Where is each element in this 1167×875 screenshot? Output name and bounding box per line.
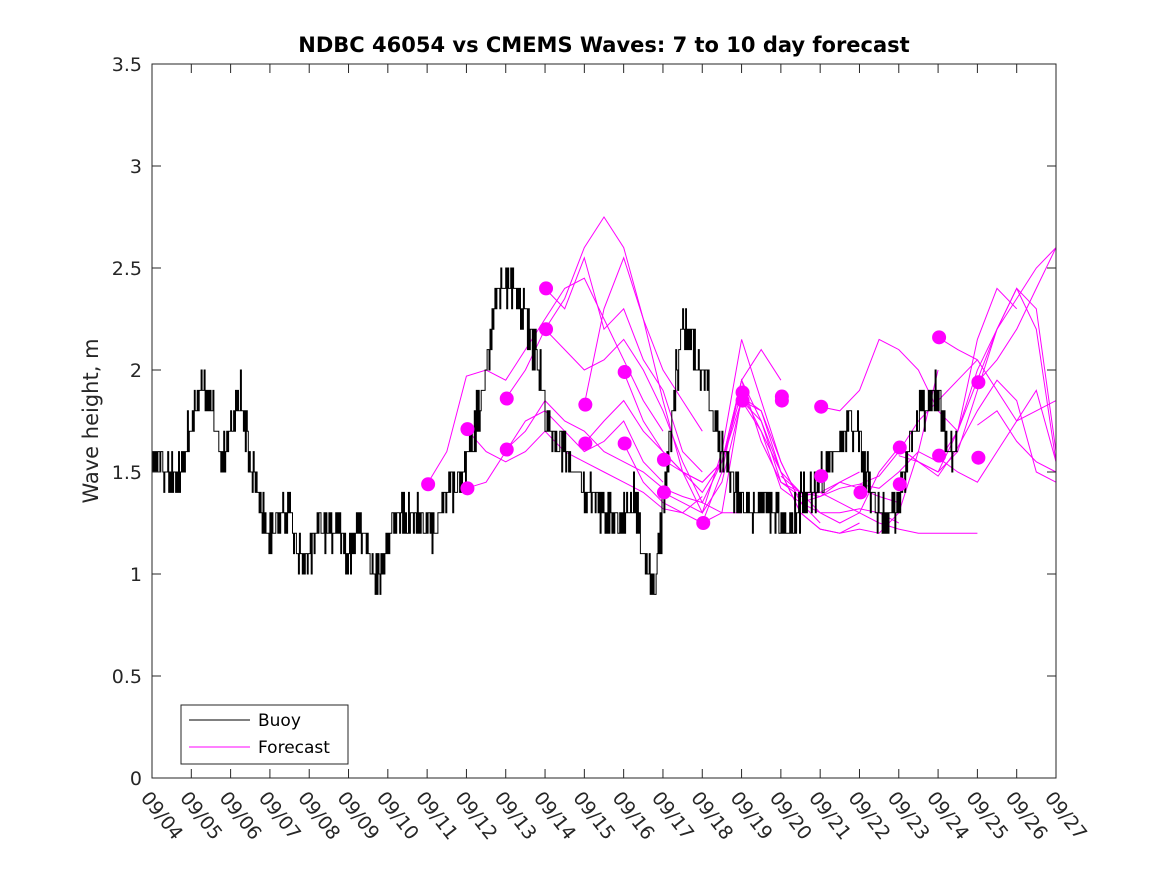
forecast-line [977,247,1057,383]
legend-box [180,704,349,765]
forecast-points-layer [421,281,986,530]
y-tick-label: 1.5 [112,462,142,484]
forecast-line [859,247,1057,489]
legend-forecast-label: Forecast [258,738,330,758]
y-tick-label: 0.5 [112,666,142,688]
forecast-point [539,281,554,296]
forecast-point [774,393,789,408]
forecast-point [421,477,436,492]
axes-box [151,63,1057,779]
forecast-point [971,450,986,465]
forecast-point [696,516,711,530]
legend-buoy-label: Buoy [258,711,301,731]
forecast-point [656,452,671,467]
forecast-point [971,375,986,390]
forecast-line [937,389,1057,483]
forecast-point [617,436,632,451]
forecast-line [937,336,1057,422]
forecast-point [814,399,829,414]
forecast-line [466,428,703,514]
chart-title: NDBC 46054 vs CMEMS Waves: 7 to 10 day f… [298,33,909,57]
forecast-line [898,379,1057,483]
y-tick-label: 2.5 [112,258,142,280]
forecast-point [578,436,593,451]
forecast-line [662,399,900,524]
y-axis-label: Wave height, m [79,338,103,503]
forecast-line [898,287,1057,473]
forecast-point [735,393,750,408]
forecast-point [617,365,632,380]
y-tick-label: 3.5 [112,54,142,76]
forecast-line [426,277,664,485]
forecast-point [460,481,475,496]
legend: Buoy Forecast [180,704,349,765]
forecast-line [977,410,1057,473]
buoy-line [152,267,958,595]
y-tick-label: 0 [130,768,142,790]
forecast-point [578,397,593,412]
forecast-point [932,330,947,345]
forecast-point [932,448,947,463]
y-tick-label: 1 [130,564,142,586]
forecast-point [460,422,475,437]
forecast-line [544,256,703,473]
forecast-point [539,322,554,337]
y-tick-label: 2 [130,360,142,382]
forecast-point [853,485,868,500]
forecast-line [505,216,703,432]
series-layer [152,216,1057,595]
forecast-point [499,442,514,457]
y-axis: 0 0.5 1 1.5 2 2.5 3 3.5 [112,54,1056,790]
forecast-point [892,477,907,492]
forecast-point [814,469,829,484]
forecast-point [499,391,514,406]
forecast-line [819,491,978,534]
y-tick-label: 3 [130,156,142,178]
forecast-point [656,485,671,500]
forecast-point [892,440,907,455]
